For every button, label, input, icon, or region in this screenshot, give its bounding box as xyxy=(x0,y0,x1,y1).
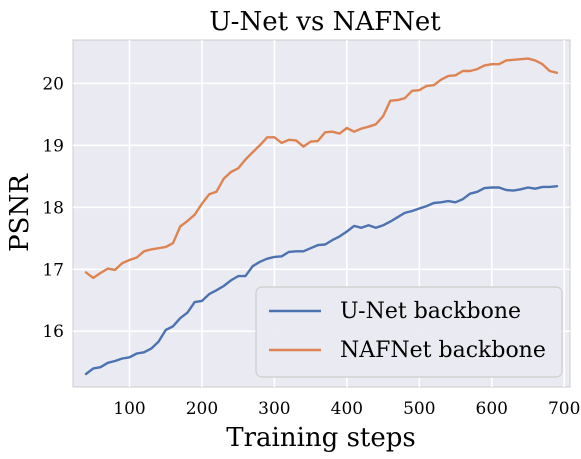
series-lines xyxy=(84,57,559,376)
legend: U-Net backbone NAFNet backbone xyxy=(255,286,563,378)
x-axis-label: Training steps xyxy=(226,423,415,453)
y-tick-label: 17 xyxy=(42,260,64,280)
legend-frame xyxy=(255,286,563,378)
x-tick-label: 400 xyxy=(331,399,363,419)
x-tick-label: 200 xyxy=(186,399,218,419)
y-axis-label: PSNR xyxy=(5,173,35,252)
x-tick-label: 500 xyxy=(403,399,435,419)
series-line-1 xyxy=(84,57,559,280)
y-tick-label: 18 xyxy=(42,198,64,218)
series-line-0 xyxy=(84,184,559,376)
x-tick-label: 300 xyxy=(258,399,290,419)
x-tick-label: 100 xyxy=(113,399,145,419)
y-tick-label: 20 xyxy=(42,74,64,94)
x-tick-label: 700 xyxy=(548,399,580,419)
x-tick-labels: 100 200 300 400 500 600 700 xyxy=(113,399,580,419)
chart-title: U-Net vs NAFNet xyxy=(209,7,441,37)
legend-label-0: U-Net backbone xyxy=(340,299,521,324)
y-tick-label: 19 xyxy=(42,136,64,156)
y-tick-label: 16 xyxy=(42,322,64,342)
legend-label-1: NAFNet backbone xyxy=(340,338,546,363)
y-tick-labels: 16 17 18 19 20 xyxy=(42,74,64,342)
x-tick-label: 600 xyxy=(476,399,508,419)
